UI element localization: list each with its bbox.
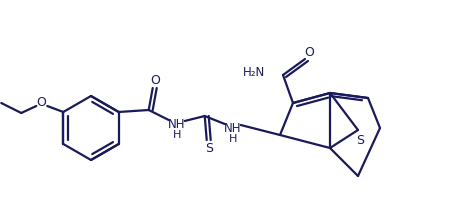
Text: H₂N: H₂N — [243, 65, 265, 78]
Text: NH: NH — [168, 117, 186, 131]
Text: O: O — [150, 74, 160, 88]
Text: H: H — [228, 134, 237, 144]
Text: H: H — [172, 130, 181, 140]
Text: O: O — [304, 47, 314, 60]
Text: NH: NH — [224, 122, 242, 135]
Text: O: O — [36, 97, 46, 109]
Text: S: S — [205, 141, 213, 154]
Text: S: S — [356, 134, 364, 146]
